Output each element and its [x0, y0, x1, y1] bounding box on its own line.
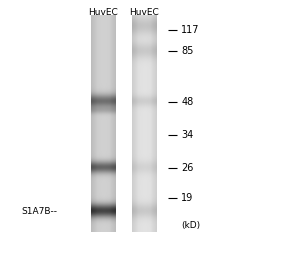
Text: 85: 85 [181, 46, 194, 56]
Text: 26: 26 [181, 163, 194, 173]
Text: 34: 34 [181, 130, 193, 140]
Text: 19: 19 [181, 193, 193, 203]
Text: HuvEC: HuvEC [129, 8, 159, 17]
Text: 117: 117 [181, 25, 200, 35]
Text: (kD): (kD) [181, 221, 200, 230]
Text: HuvEC: HuvEC [88, 8, 118, 17]
Text: S1A7B--: S1A7B-- [22, 207, 58, 216]
Text: 48: 48 [181, 97, 193, 107]
